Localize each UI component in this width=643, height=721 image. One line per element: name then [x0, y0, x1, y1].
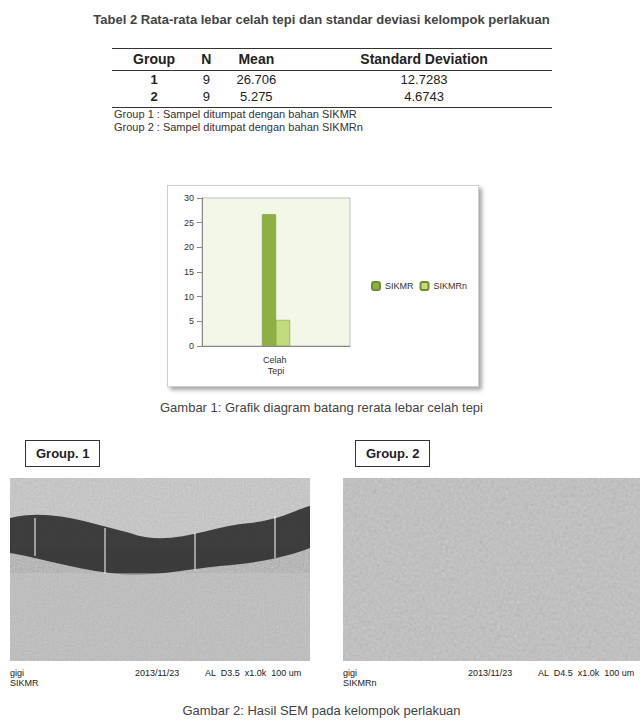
html-text:Gambar 1: Grafik diagram batan: Gambar 1: Grafik diagram batang rerata l… [160, 400, 483, 415]
svg-text:SIKMRn: SIKMRn [433, 281, 467, 291]
html-text:SIKMRn: SIKMRn [343, 678, 377, 688]
svg-text:Celah: Celah [263, 355, 289, 365]
svg-text:15: 15 [184, 267, 194, 277]
html-text:Group: Group [133, 51, 176, 67]
html-text:2: 2 [150, 89, 158, 104]
html-text:gigi: gigi [10, 668, 24, 678]
html-text:2013/11/23: 2013/11/23 [135, 668, 180, 678]
html-text:Tabel 2 Rata-rata lebar celah: Tabel 2 Rata-rata lebar celah tepi dan s… [93, 12, 550, 27]
svg-text:25: 25 [184, 218, 194, 228]
svg-text:30: 30 [184, 193, 194, 203]
html-text:9: 9 [202, 89, 210, 104]
html-text:26.706: 26.706 [236, 72, 277, 87]
html-text:Group 2 : Sampel ditumpat deng: Group 2 : Sampel ditumpat dengan bahan S… [114, 121, 363, 133]
html-text:SIKMR: SIKMR [10, 678, 39, 688]
html-text:AL D3.5 x1.0k 100 um: AL D3.5 x1.0k 100 um [205, 668, 302, 678]
html-text:12.7283: 12.7283 [400, 72, 448, 87]
svg-text:Tepi: Tepi [268, 366, 285, 376]
html-text:Standard Deviation: Standard Deviation [360, 51, 488, 67]
html-text:N: N [201, 51, 212, 67]
html-text:5.275: 5.275 [240, 89, 273, 104]
html-text:gigi: gigi [343, 668, 357, 678]
svg-text:20: 20 [184, 242, 194, 252]
html-text:Gambar 2: Hasil SEM pada kelom: Gambar 2: Hasil SEM pada kelompok perlak… [182, 703, 461, 718]
html-text:9: 9 [202, 72, 210, 87]
html-text:Group. 1: Group. 1 [36, 446, 90, 461]
svg-text:10: 10 [184, 292, 194, 302]
html-text:2013/11/23: 2013/11/23 [468, 668, 513, 678]
svg-text:5: 5 [189, 316, 194, 326]
svg-text:0: 0 [189, 341, 194, 351]
html-text:4.6743: 4.6743 [404, 89, 444, 104]
html-text:1: 1 [150, 72, 158, 87]
html-text:Group 1 : Sampel ditumpat deng: Group 1 : Sampel ditumpat dengan bahan S… [114, 108, 357, 120]
svg-text:SIKMR: SIKMR [385, 281, 414, 291]
html-text:AL D4.5 x1.0k 100 um: AL D4.5 x1.0k 100 um [538, 668, 635, 678]
html-text:Mean: Mean [238, 51, 275, 67]
html-text:Group. 2: Group. 2 [366, 446, 420, 461]
